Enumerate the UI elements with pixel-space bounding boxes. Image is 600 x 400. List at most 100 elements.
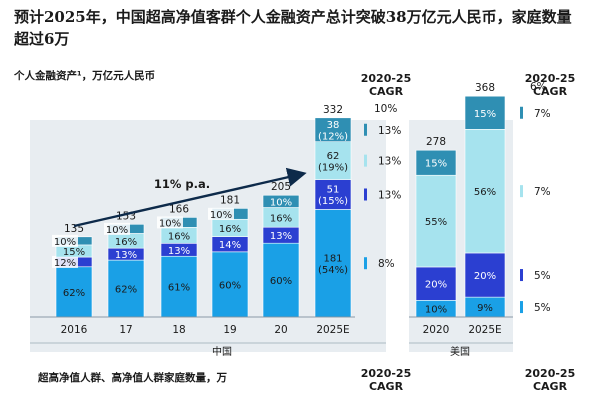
bottom-cagr-header-us: 2020-25 CAGR: [520, 367, 580, 393]
segment-label-0-1-1: 13%: [115, 250, 137, 261]
cagr-value-1-0: 5%: [534, 302, 551, 314]
cagr-marker-0-0: [364, 257, 367, 270]
cagr-marker-1-0: [520, 301, 523, 314]
bar-segment-0-5-1: [314, 179, 352, 210]
bar-segment-0-2-0: [160, 255, 198, 318]
segment-label-0-5-2: 62 (19%): [318, 151, 348, 174]
segment-label-1-1-1: 20%: [474, 271, 496, 282]
segment-label-0-3-2: 16%: [219, 224, 241, 235]
cagr-marker-0-3: [364, 123, 367, 136]
segment-label-0-4-3: 10%: [270, 197, 292, 208]
bar-segment-1-1-1: [464, 252, 506, 298]
category-label-0-4: 20: [274, 324, 287, 336]
cagr-marker-1-1: [520, 269, 523, 282]
cagr-header-us-line1: 2020-25: [524, 72, 576, 85]
segment-label-0-4-0: 60%: [270, 276, 292, 287]
segment-label-1-0-0: 10%: [425, 305, 447, 316]
segment-label-bg-0-3-3: [208, 207, 234, 220]
segment-label-0-1-2: 16%: [115, 237, 137, 248]
total-label-0-4: 205: [271, 181, 291, 193]
cagr-value-1-3: 7%: [534, 108, 551, 120]
bottom-cagr-line2-us: CAGR: [532, 380, 568, 393]
category-label-1-0: 2020: [423, 324, 450, 336]
segment-label-1-0-3: 15%: [425, 159, 447, 170]
total-label-1-0: 278: [426, 136, 446, 148]
segment-label-bg-0-0-1: [52, 255, 78, 268]
segment-label-0-3-3: 10%: [210, 210, 232, 221]
total-label-0-2: 166: [169, 203, 189, 215]
segment-label-0-0-1: 12%: [54, 258, 76, 269]
bar-segment-1-0-1: [415, 266, 457, 301]
cagr-header-china: 2020-25 CAGR: [356, 72, 416, 98]
total-label-1-1: 368: [475, 82, 495, 94]
bar-segment-0-5-3: [314, 117, 352, 143]
cagr-marker-0-2: [364, 154, 367, 167]
total-label-0-3: 181: [220, 194, 240, 206]
bottom-cagr-header-china: 2020-25 CAGR: [356, 367, 416, 393]
segment-label-bg-0-2-3: [157, 216, 183, 229]
segment-label-0-5-1: 51 (15%): [318, 185, 348, 208]
segment-label-1-0-2: 55%: [425, 217, 447, 228]
bar-segment-0-4-3: [262, 194, 300, 208]
bar-segment-1-0-3: [415, 149, 457, 176]
cagr-marker-1-2: [520, 185, 523, 198]
cagr-value-0-0: 8%: [378, 258, 395, 270]
cagr-marker-1-3: [520, 106, 523, 119]
cagr-header-china-line2: CAGR: [368, 85, 404, 98]
bottom-cagr-line1-china: 2020-25: [360, 367, 412, 380]
category-label-0-3: 19: [223, 324, 236, 336]
segment-label-0-0-3: 10%: [54, 237, 76, 248]
trend-arrow: [73, 167, 307, 228]
cagr-header-us-line2: CAGR: [532, 85, 568, 98]
segment-label-0-5-3: 38 (12%): [318, 120, 348, 143]
category-label-0-5: 2025E: [316, 324, 349, 336]
group-label-1: 美国: [450, 345, 470, 358]
bar-segment-0-3-0: [211, 251, 249, 318]
category-label-0-1: 17: [119, 324, 132, 336]
segment-label-0-4-1: 13%: [270, 231, 292, 242]
bar-segment-1-1-3: [464, 95, 506, 130]
bar-segment-0-4-0: [262, 242, 300, 318]
category-label-1-1: 2025E: [468, 324, 501, 336]
total-label-0-5: 332: [323, 104, 343, 116]
cagr-total-0: 10%: [374, 103, 397, 115]
segment-label-0-1-0: 62%: [115, 285, 137, 296]
bar-segment-0-1-0: [107, 259, 145, 318]
cagr-value-1-2: 7%: [534, 186, 551, 198]
cagr-value-0-2: 13%: [378, 156, 401, 168]
y-axis-label: 个人金融资产¹，万亿元人民币: [14, 70, 156, 82]
segment-label-0-0-0: 62%: [63, 288, 85, 299]
segment-label-0-2-2: 16%: [168, 231, 190, 242]
group-label-0: 中国: [212, 345, 232, 358]
cagr-value-0-3: 13%: [378, 125, 401, 137]
category-label-0-2: 18: [172, 324, 185, 336]
segment-label-bg-0-0-3: [52, 234, 78, 247]
cagr-value-0-1: 13%: [378, 189, 401, 201]
segment-label-1-1-0: 9%: [477, 303, 493, 314]
bottom-cagr-line1-us: 2020-25: [524, 367, 576, 380]
segment-label-0-2-0: 61%: [168, 283, 190, 294]
segment-label-1-0-1: 20%: [425, 280, 447, 291]
headline: 预计2025年，中国超高净值客群个人金融资产总计突破38万亿元人民币，家庭数量超…: [14, 8, 572, 48]
category-label-0-0: 2016: [61, 324, 88, 336]
cagr-header-china-line1: 2020-25: [360, 72, 412, 85]
segment-label-0-3-1: 14%: [219, 240, 241, 251]
bar-segment-0-5-0: [314, 209, 352, 318]
trend-label: 11% p.a.: [154, 177, 210, 191]
cagr-header-us: 2020-25 CAGR: [520, 72, 580, 98]
segment-label-1-1-3: 15%: [474, 109, 496, 120]
segment-label-0-2-3: 10%: [159, 218, 181, 229]
segment-label-bg-0-1-3: [104, 222, 130, 235]
segment-label-0-5-0: 181 (54%): [318, 253, 348, 276]
segment-label-0-0-2: 15%: [63, 247, 85, 258]
segment-label-0-3-0: 60%: [219, 280, 241, 291]
cagr-value-1-1: 5%: [534, 270, 551, 282]
segment-label-0-4-2: 16%: [270, 213, 292, 224]
bottom-cagr-line2-china: CAGR: [368, 380, 404, 393]
segment-label-0-1-3: 10%: [106, 225, 128, 236]
segment-label-1-1-2: 56%: [474, 187, 496, 198]
bar-segment-1-0-2: [415, 174, 457, 268]
segment-label-0-2-1: 13%: [168, 246, 190, 257]
cagr-marker-0-1: [364, 188, 367, 201]
